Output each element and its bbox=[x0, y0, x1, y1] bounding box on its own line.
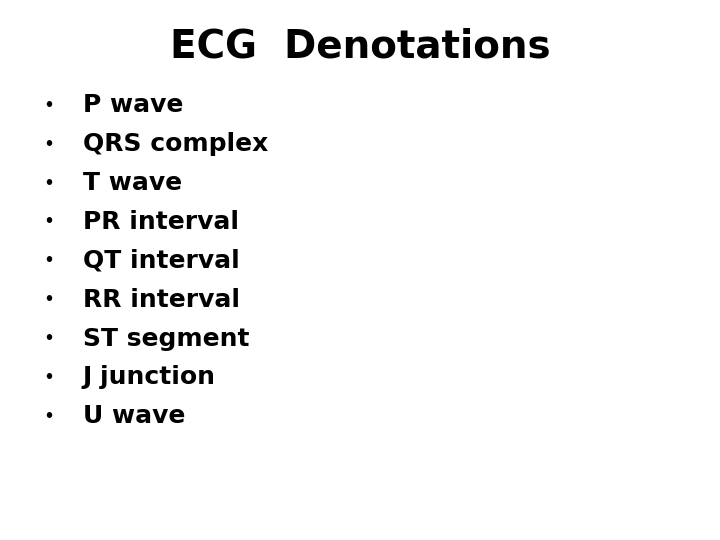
Text: •: • bbox=[43, 407, 55, 426]
Text: •: • bbox=[43, 173, 55, 193]
Text: ECG  Denotations: ECG Denotations bbox=[170, 27, 550, 65]
Text: •: • bbox=[43, 134, 55, 154]
Text: ST segment: ST segment bbox=[83, 327, 249, 350]
Text: J junction: J junction bbox=[83, 366, 216, 389]
Text: P wave: P wave bbox=[83, 93, 183, 117]
Text: •: • bbox=[43, 96, 55, 115]
Text: PR interval: PR interval bbox=[83, 210, 239, 234]
Text: •: • bbox=[43, 329, 55, 348]
Text: QRS complex: QRS complex bbox=[83, 132, 268, 156]
Text: QT interval: QT interval bbox=[83, 249, 240, 273]
Text: •: • bbox=[43, 251, 55, 271]
Text: U wave: U wave bbox=[83, 404, 185, 428]
Text: RR interval: RR interval bbox=[83, 288, 240, 312]
Text: T wave: T wave bbox=[83, 171, 182, 195]
Text: •: • bbox=[43, 212, 55, 232]
Text: •: • bbox=[43, 290, 55, 309]
Text: •: • bbox=[43, 368, 55, 387]
